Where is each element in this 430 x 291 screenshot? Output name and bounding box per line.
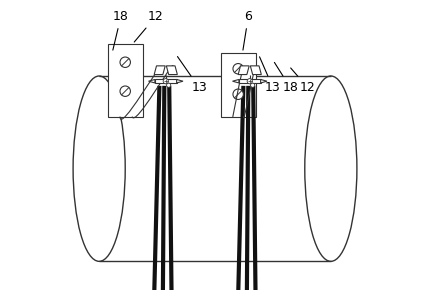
Ellipse shape <box>73 76 125 261</box>
Bar <box>221 53 255 116</box>
Polygon shape <box>154 66 165 74</box>
Text: 12: 12 <box>291 68 316 94</box>
Polygon shape <box>166 66 177 74</box>
Text: 13: 13 <box>178 56 207 94</box>
Bar <box>155 79 177 83</box>
Circle shape <box>247 79 252 84</box>
Polygon shape <box>250 66 261 74</box>
Polygon shape <box>99 76 331 261</box>
Polygon shape <box>177 79 183 83</box>
Polygon shape <box>261 79 267 83</box>
Circle shape <box>251 83 255 87</box>
Text: 6: 6 <box>243 10 252 50</box>
Text: 12: 12 <box>134 10 163 42</box>
Bar <box>108 44 143 116</box>
Text: 18: 18 <box>274 62 298 94</box>
Polygon shape <box>233 79 239 83</box>
Circle shape <box>233 89 243 100</box>
Text: 18: 18 <box>113 10 129 50</box>
Circle shape <box>166 83 171 87</box>
Text: 13: 13 <box>260 57 281 94</box>
Circle shape <box>163 79 169 84</box>
Circle shape <box>120 57 130 68</box>
Circle shape <box>120 86 130 96</box>
Polygon shape <box>148 79 155 83</box>
Bar <box>239 79 261 83</box>
Ellipse shape <box>305 76 357 261</box>
Polygon shape <box>238 66 249 74</box>
Circle shape <box>233 63 243 74</box>
